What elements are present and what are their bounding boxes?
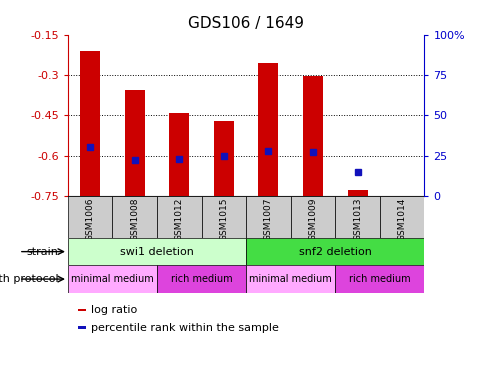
Bar	[213, 121, 233, 196]
Bar	[68, 196, 112, 238]
Bar	[201, 196, 245, 238]
Bar	[334, 196, 379, 238]
Bar	[77, 309, 86, 311]
Bar	[258, 63, 278, 196]
Bar	[112, 196, 157, 238]
Bar	[245, 196, 290, 238]
Bar	[68, 238, 245, 265]
Bar	[290, 196, 334, 238]
Text: snf2 deletion: snf2 deletion	[298, 247, 371, 257]
Title: GDS106 / 1649: GDS106 / 1649	[188, 16, 303, 31]
Bar	[379, 196, 424, 238]
Bar	[124, 90, 144, 196]
Bar	[68, 265, 157, 293]
Bar	[77, 326, 86, 329]
Bar	[245, 265, 334, 293]
Bar	[80, 51, 100, 196]
Bar	[245, 238, 424, 265]
Bar	[334, 265, 424, 293]
Text: rich medium: rich medium	[170, 274, 232, 284]
Bar	[157, 196, 201, 238]
Text: minimal medium: minimal medium	[71, 274, 153, 284]
Text: GSM1012: GSM1012	[174, 198, 183, 241]
Bar	[302, 76, 322, 196]
Text: GSM1009: GSM1009	[308, 198, 317, 242]
Text: GSM1015: GSM1015	[219, 198, 228, 242]
Bar	[347, 190, 367, 196]
Text: strain: strain	[26, 247, 58, 257]
Text: minimal medium: minimal medium	[249, 274, 332, 284]
Text: GSM1013: GSM1013	[352, 198, 361, 242]
Text: log ratio: log ratio	[91, 305, 137, 315]
Text: swi1 deletion: swi1 deletion	[120, 247, 194, 257]
Text: GSM1008: GSM1008	[130, 198, 139, 242]
Text: rich medium: rich medium	[348, 274, 410, 284]
Bar	[157, 265, 245, 293]
Text: GSM1014: GSM1014	[397, 198, 406, 241]
Text: GSM1006: GSM1006	[86, 198, 94, 242]
Text: percentile rank within the sample: percentile rank within the sample	[91, 322, 279, 333]
Text: growth protocol: growth protocol	[0, 274, 58, 284]
Text: GSM1007: GSM1007	[263, 198, 272, 242]
Bar	[169, 113, 189, 196]
